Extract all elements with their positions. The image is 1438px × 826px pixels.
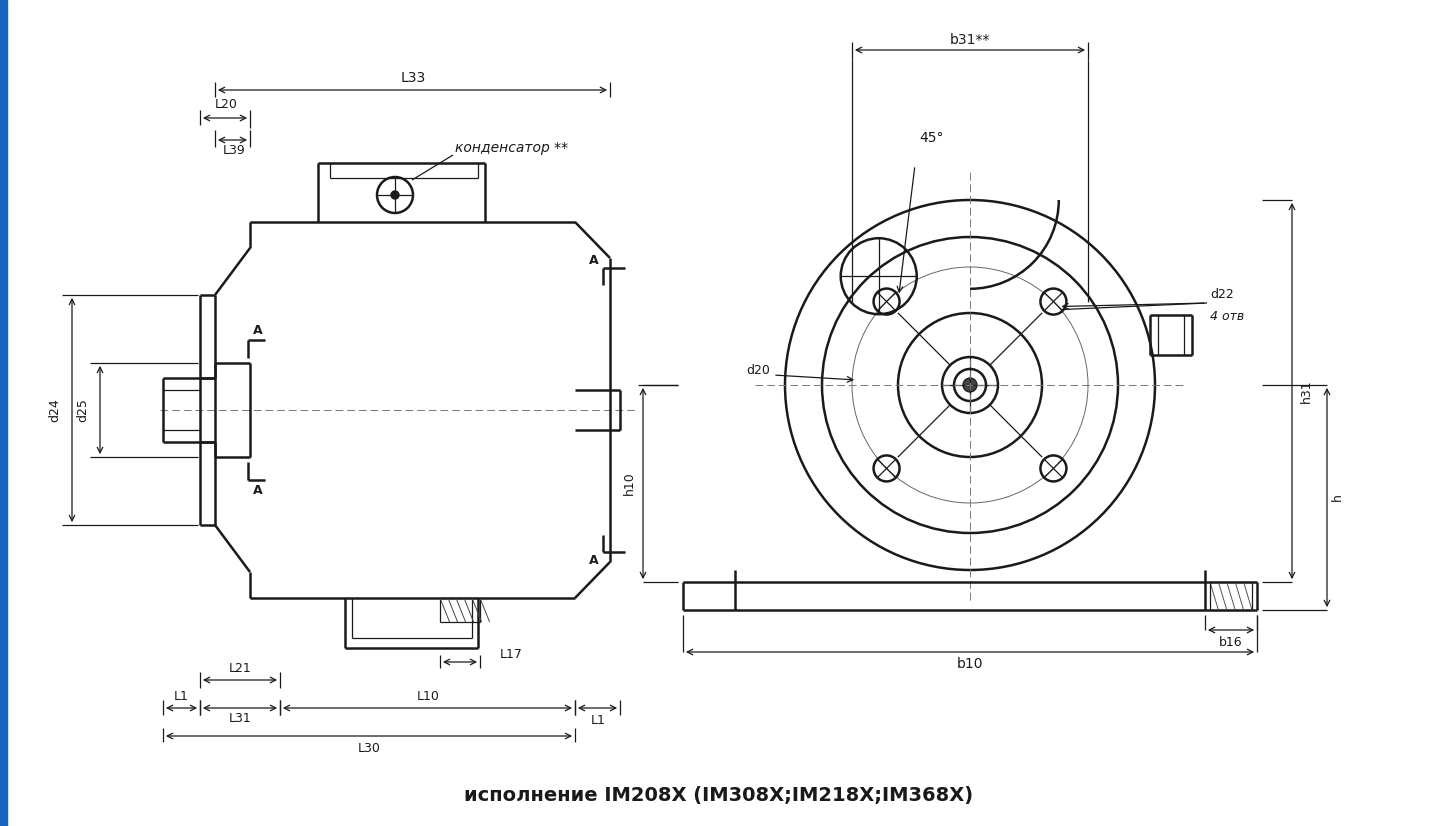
Text: b16: b16 [1219, 635, 1242, 648]
Text: L31: L31 [229, 711, 252, 724]
Text: исполнение IM208X (IM308X;IM218X;IM368X): исполнение IM208X (IM308X;IM218X;IM368X) [464, 786, 974, 805]
Circle shape [391, 191, 398, 199]
Text: d24: d24 [49, 398, 62, 422]
Text: d25: d25 [76, 398, 89, 422]
Text: L1: L1 [591, 714, 605, 727]
Text: b31**: b31** [949, 33, 991, 47]
Text: b10: b10 [956, 657, 984, 671]
Text: L21: L21 [229, 662, 252, 675]
Text: h31: h31 [1300, 379, 1313, 403]
Text: L39: L39 [223, 144, 246, 156]
Text: h10: h10 [623, 472, 636, 496]
Text: L33: L33 [400, 71, 426, 85]
Text: h: h [1330, 494, 1343, 501]
Text: d20: d20 [746, 363, 769, 377]
Text: L10: L10 [417, 691, 440, 704]
Text: L17: L17 [500, 648, 523, 662]
Text: конденсатор **: конденсатор ** [454, 141, 568, 155]
Text: A: A [590, 254, 598, 267]
Text: L30: L30 [358, 742, 381, 754]
Text: L20: L20 [216, 97, 237, 111]
Circle shape [963, 378, 976, 392]
Text: L1: L1 [174, 691, 188, 704]
Bar [0, 0, 7, 826]
Text: d22: d22 [1209, 288, 1234, 301]
Text: A: A [253, 483, 263, 496]
Text: A: A [590, 553, 598, 567]
Text: 4 отв: 4 отв [1209, 311, 1244, 324]
Text: A: A [253, 324, 263, 336]
Text: 45°: 45° [920, 131, 945, 145]
